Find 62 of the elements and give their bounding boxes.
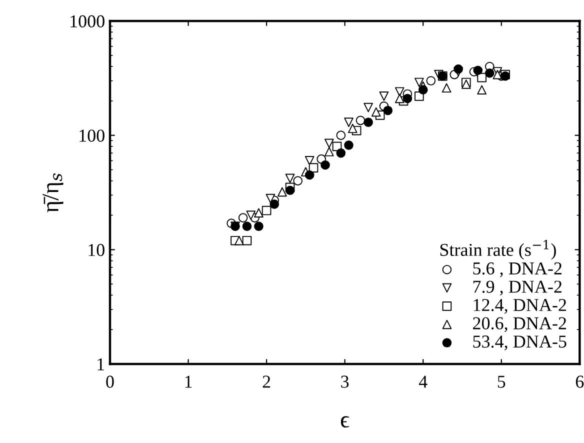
point bbox=[304, 170, 314, 180]
point bbox=[304, 156, 314, 166]
point bbox=[242, 236, 252, 246]
point bbox=[364, 102, 373, 112]
point bbox=[254, 222, 264, 231]
point bbox=[234, 236, 244, 246]
point bbox=[336, 130, 346, 140]
point bbox=[324, 138, 334, 148]
point bbox=[418, 85, 428, 94]
y-tick-label: 100 bbox=[80, 130, 104, 142]
point bbox=[270, 200, 280, 209]
point bbox=[477, 85, 486, 94]
point bbox=[266, 194, 276, 204]
x-tick-label: 0 bbox=[106, 376, 114, 388]
y-tick-label: 10 bbox=[88, 244, 104, 256]
point bbox=[336, 148, 346, 158]
legend-title: Strain rate (s$^{−1}$) bbox=[440, 240, 556, 260]
point bbox=[492, 70, 502, 80]
point bbox=[414, 78, 424, 88]
point bbox=[484, 68, 494, 78]
point bbox=[293, 176, 303, 186]
point bbox=[344, 118, 354, 127]
point bbox=[262, 206, 272, 216]
point bbox=[308, 163, 318, 172]
point bbox=[348, 124, 358, 134]
point bbox=[371, 107, 381, 117]
point bbox=[379, 92, 389, 101]
point bbox=[285, 186, 295, 196]
point bbox=[238, 213, 248, 222]
y-axis-title: η̄/η$_{s}$ bbox=[42, 173, 64, 212]
point bbox=[344, 140, 354, 150]
x-tick-label: 6 bbox=[576, 376, 584, 388]
point bbox=[324, 146, 334, 156]
point bbox=[320, 160, 330, 170]
x-tick-label: 1 bbox=[185, 376, 192, 388]
x-axis-title: ϵ bbox=[340, 416, 350, 428]
y-tick-label: 1 bbox=[98, 358, 104, 370]
legend-label: 53.4, DNA-5 bbox=[473, 336, 566, 350]
point bbox=[383, 106, 393, 116]
legend-label: 5.6 , DNA-2 bbox=[473, 262, 562, 278]
point bbox=[402, 94, 412, 104]
point bbox=[356, 116, 366, 126]
x-tick-label: 4 bbox=[418, 376, 428, 388]
point bbox=[278, 187, 287, 197]
point bbox=[394, 87, 404, 97]
x-tick-label: 2 bbox=[262, 376, 270, 388]
point bbox=[246, 210, 256, 220]
point bbox=[454, 64, 463, 74]
point bbox=[285, 174, 295, 184]
x-tick-label: 3 bbox=[341, 376, 349, 388]
point bbox=[473, 66, 483, 76]
legend-label: 7.9 , DNA-2 bbox=[473, 280, 562, 296]
point bbox=[426, 76, 436, 86]
point bbox=[364, 118, 373, 127]
point bbox=[394, 94, 404, 104]
point bbox=[242, 222, 252, 231]
point bbox=[254, 208, 264, 218]
legend-label: 12.4, DNA-2 bbox=[474, 298, 566, 314]
y-tick-label: 1000 bbox=[70, 15, 104, 28]
point bbox=[442, 83, 452, 93]
x-tick-label: 5 bbox=[498, 376, 506, 388]
legend-label: 20.6, DNA-2 bbox=[473, 317, 566, 332]
